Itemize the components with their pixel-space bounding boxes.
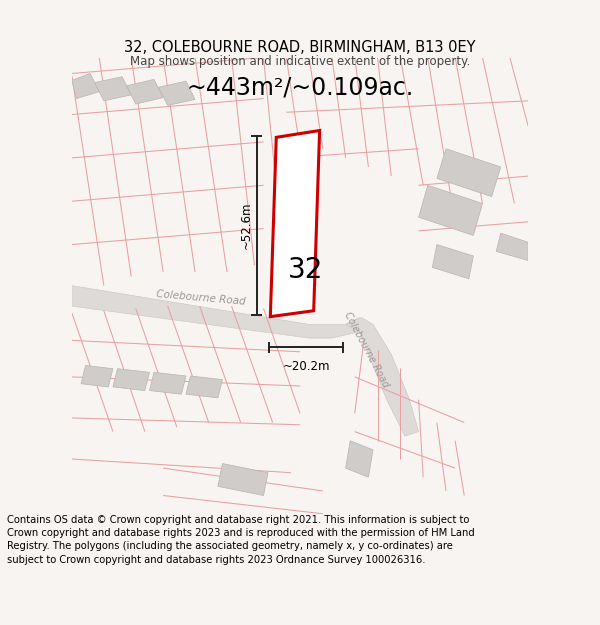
- Polygon shape: [127, 79, 163, 104]
- Polygon shape: [496, 233, 528, 261]
- Text: 32, COLEBOURNE ROAD, BIRMINGHAM, B13 0EY: 32, COLEBOURNE ROAD, BIRMINGHAM, B13 0EY: [124, 40, 476, 55]
- Polygon shape: [81, 366, 113, 387]
- Polygon shape: [113, 369, 149, 391]
- Polygon shape: [271, 131, 320, 317]
- Polygon shape: [419, 185, 482, 236]
- Polygon shape: [72, 286, 362, 338]
- Text: Contains OS data © Crown copyright and database right 2021. This information is : Contains OS data © Crown copyright and d…: [7, 515, 475, 564]
- Text: Colebourne Road: Colebourne Road: [342, 310, 391, 389]
- Text: Map shows position and indicative extent of the property.: Map shows position and indicative extent…: [130, 54, 470, 68]
- Text: Colebourne Road: Colebourne Road: [156, 289, 247, 307]
- Polygon shape: [72, 74, 99, 99]
- Polygon shape: [95, 77, 131, 101]
- Polygon shape: [218, 464, 268, 496]
- Polygon shape: [158, 81, 195, 106]
- Text: ~20.2m: ~20.2m: [283, 360, 330, 373]
- Polygon shape: [433, 244, 473, 279]
- Text: ~52.6m: ~52.6m: [240, 202, 253, 249]
- Text: 32: 32: [288, 256, 323, 284]
- Polygon shape: [186, 376, 223, 398]
- Text: ~443m²/~0.109ac.: ~443m²/~0.109ac.: [187, 75, 413, 99]
- Polygon shape: [149, 372, 186, 394]
- Polygon shape: [346, 318, 419, 436]
- Polygon shape: [346, 441, 373, 478]
- Polygon shape: [437, 149, 501, 197]
